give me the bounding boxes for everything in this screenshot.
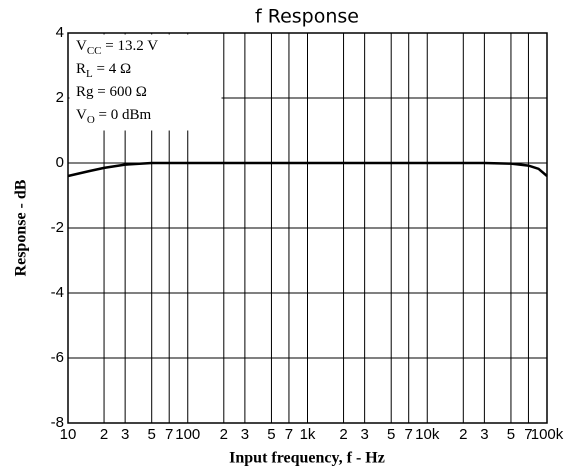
x-tick-label: 5 <box>267 426 275 443</box>
x-axis-label: Input frequency, f - Hz <box>229 450 385 467</box>
plot-frame <box>67 32 548 424</box>
y-tick-label: 2 <box>56 89 64 106</box>
x-tick-label: 7 <box>405 426 413 443</box>
chart-title: f Response <box>255 6 359 28</box>
x-tick-label: 7 <box>285 426 293 443</box>
annotation-box <box>69 34 222 131</box>
y-tick-label: -8 <box>51 414 64 431</box>
x-tick-label: 7 <box>524 426 532 443</box>
x-tick-label: 100k <box>531 426 564 443</box>
annotation: VCC = 13.2 V <box>76 38 158 56</box>
response-line <box>67 161 548 178</box>
x-tick-label: 3 <box>360 426 368 443</box>
annotation: Rg = 600 Ω <box>76 84 147 100</box>
x-tick-label: 2 <box>220 426 228 443</box>
x-tick-label: 3 <box>121 426 129 443</box>
x-tick-label: 7 <box>165 426 173 443</box>
annotation-rest: = 0 dBm <box>95 107 152 123</box>
x-tick-label: 5 <box>507 426 515 443</box>
y-tick-label: -2 <box>51 219 64 236</box>
x-tick-label: 2 <box>100 426 108 443</box>
annotation-sub: CC <box>87 45 102 57</box>
annotation-sub: L <box>86 68 93 80</box>
annotation-rest: = 4 Ω <box>93 61 131 77</box>
annotation: RL = 4 Ω <box>76 61 131 79</box>
x-tick-label: 2 <box>339 426 347 443</box>
x-tick-label: 3 <box>480 426 488 443</box>
x-tick-label: 1k <box>300 426 316 443</box>
y-tick-label: -6 <box>51 349 64 366</box>
annotation-rest: = 13.2 V <box>102 38 159 54</box>
annotation-main: V <box>76 107 87 123</box>
x-tick-label: 10 <box>60 426 77 443</box>
y-tick-label: 4 <box>56 24 64 41</box>
x-tick-label: 10k <box>415 426 440 443</box>
annotation: VO = 0 dBm <box>76 107 152 125</box>
x-tick-label: 2 <box>459 426 467 443</box>
x-tick-label: 5 <box>387 426 395 443</box>
annotation-main: R <box>76 61 86 77</box>
y-tick-label: 0 <box>56 154 64 171</box>
annotation-sub: O <box>87 114 95 126</box>
x-tick-label: 3 <box>241 426 249 443</box>
annotation-main: Rg = 600 Ω <box>76 84 147 100</box>
x-tick-label: 5 <box>148 426 156 443</box>
y-axis-label: Response - dB <box>13 179 30 276</box>
annotation-main: V <box>76 38 87 54</box>
y-tick-label: -4 <box>51 284 64 301</box>
x-tick-label: 100 <box>175 426 200 443</box>
